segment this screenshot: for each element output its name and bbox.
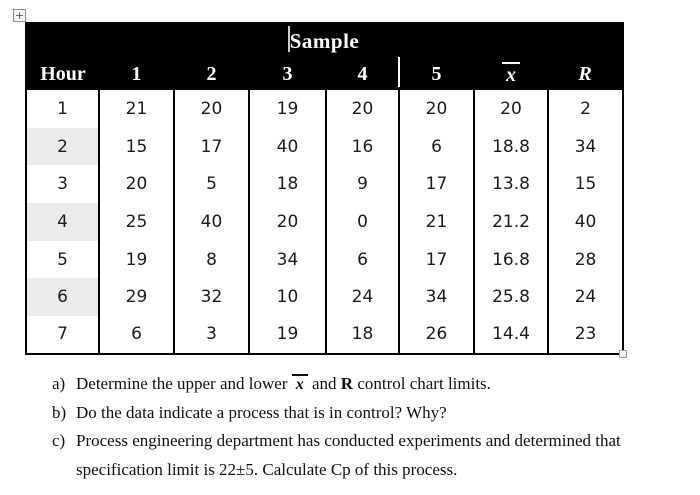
table-cell: 25 bbox=[98, 203, 175, 241]
sample-col-header-1: 1 bbox=[99, 58, 174, 90]
range-cell: 24 bbox=[546, 278, 625, 317]
table-cell: 20 bbox=[398, 90, 475, 128]
table-cell: 17 bbox=[173, 127, 250, 166]
table-cell: 17 bbox=[398, 240, 475, 279]
table-row-4: 4 25 40 20 0 21 21.2 40 bbox=[25, 203, 625, 241]
table-cell: 24 bbox=[325, 278, 400, 317]
table-row-5: 5 19 8 34 6 17 16.8 28 bbox=[25, 240, 625, 279]
range-cell: 15 bbox=[546, 165, 625, 204]
table-cell: 16 bbox=[325, 127, 400, 166]
xbar-cell: 20 bbox=[473, 90, 549, 128]
table-row-3: 3 20 5 18 9 17 13.8 15 bbox=[25, 165, 625, 204]
range-cell: 23 bbox=[546, 316, 625, 355]
table-row-1: 1 21 20 19 20 20 20 2 bbox=[25, 90, 625, 128]
sample-data-table: Sample Hour 1 2 3 4 5 x R 1 21 20 19 20 … bbox=[25, 22, 625, 355]
xbar-cell: 13.8 bbox=[473, 165, 549, 204]
table-cell: 20 bbox=[325, 90, 400, 128]
question-a: a) Determine the upper and lower x and R… bbox=[52, 370, 684, 399]
table-cell: 15 bbox=[98, 127, 175, 166]
table-row-2: 2 15 17 40 16 6 18.8 34 bbox=[25, 127, 625, 166]
hour-cell: 5 bbox=[25, 240, 100, 279]
range-cell: 2 bbox=[546, 90, 625, 128]
sample-col-header-2: 2 bbox=[174, 58, 249, 90]
table-header-row: Hour 1 2 3 4 5 x R bbox=[26, 58, 624, 90]
question-c: c) Process engineering department has co… bbox=[52, 427, 684, 484]
question-a-text: Determine the upper and lower x and R co… bbox=[76, 374, 491, 393]
text-cursor-caret bbox=[288, 26, 290, 52]
table-title-row: Sample bbox=[26, 23, 624, 58]
table-cell: 17 bbox=[398, 165, 475, 204]
xbar-glyph: x bbox=[291, 374, 308, 393]
table-row-6: 6 29 32 10 24 34 25.8 24 bbox=[25, 278, 625, 317]
table-cell: 6 bbox=[325, 240, 400, 279]
table-cell: 19 bbox=[98, 240, 175, 279]
table-cell: 9 bbox=[325, 165, 400, 204]
question-c-label: c) bbox=[52, 431, 66, 450]
table-cell: 18 bbox=[325, 316, 400, 355]
question-b-label: b) bbox=[52, 402, 67, 422]
sample-col-header-3: 3 bbox=[249, 58, 326, 90]
table-cell: 34 bbox=[248, 240, 327, 279]
hour-cell: 3 bbox=[25, 165, 100, 204]
table-cell: 0 bbox=[325, 203, 400, 241]
table-cell: 34 bbox=[398, 278, 475, 317]
table-cell: 20 bbox=[98, 165, 175, 204]
range-cell: 40 bbox=[546, 203, 625, 241]
r-symbol: R bbox=[340, 374, 354, 393]
table-cell: 19 bbox=[248, 90, 327, 128]
table-cell: 40 bbox=[248, 127, 327, 166]
sample-col-header-5: 5 bbox=[399, 58, 474, 90]
hour-cell: 4 bbox=[25, 203, 100, 241]
table-cell: 20 bbox=[248, 203, 327, 241]
range-cell: 28 bbox=[546, 240, 625, 279]
question-b: b) Do the data indicate a process that i… bbox=[52, 399, 684, 428]
question-b-text: Do the data indicate a process that is i… bbox=[76, 402, 447, 422]
xbar-cell: 14.4 bbox=[473, 316, 549, 355]
xbar-cell: 18.8 bbox=[473, 127, 549, 166]
table-cell: 3 bbox=[173, 316, 250, 355]
hour-header: Hour bbox=[26, 58, 99, 90]
table-cell: 20 bbox=[173, 90, 250, 128]
table-cell: 6 bbox=[98, 316, 175, 355]
table-cell: 18 bbox=[248, 165, 327, 204]
header-divider-line bbox=[398, 57, 400, 87]
table-cell: 6 bbox=[398, 127, 475, 166]
xbar-glyph: x bbox=[502, 61, 520, 85]
question-a-label: a) bbox=[52, 374, 66, 393]
questions-section: a) Determine the upper and lower x and R… bbox=[52, 370, 684, 484]
table-cell: 29 bbox=[98, 278, 175, 317]
table-cell: 8 bbox=[173, 240, 250, 279]
hour-cell: 2 bbox=[25, 127, 100, 166]
table-cell: 19 bbox=[248, 316, 327, 355]
table-cell: 21 bbox=[98, 90, 175, 128]
table-cell: 5 bbox=[173, 165, 250, 204]
xbar-cell: 25.8 bbox=[473, 278, 549, 317]
xbar-cell: 21.2 bbox=[473, 203, 549, 241]
table-move-handle-icon[interactable]: + bbox=[13, 9, 26, 22]
table-cell: 21 bbox=[398, 203, 475, 241]
table-cell: 10 bbox=[248, 278, 327, 317]
xbar-header: x bbox=[474, 58, 548, 90]
table-cell: 40 bbox=[173, 203, 250, 241]
range-header: R bbox=[548, 58, 624, 90]
table-resize-handle[interactable] bbox=[619, 350, 627, 358]
xbar-cell: 16.8 bbox=[473, 240, 549, 279]
sample-col-header-4: 4 bbox=[326, 58, 399, 90]
table-cell: 26 bbox=[398, 316, 475, 355]
table-cell: 32 bbox=[173, 278, 250, 317]
hour-cell: 7 bbox=[25, 316, 100, 355]
table-row-7: 7 6 3 19 18 26 14.4 23 bbox=[25, 316, 625, 355]
hour-cell: 6 bbox=[25, 278, 100, 317]
table-title: Sample bbox=[26, 23, 624, 58]
range-cell: 34 bbox=[546, 127, 625, 166]
hour-cell: 1 bbox=[25, 90, 100, 128]
question-c-text: Process engineering department has condu… bbox=[76, 431, 621, 479]
